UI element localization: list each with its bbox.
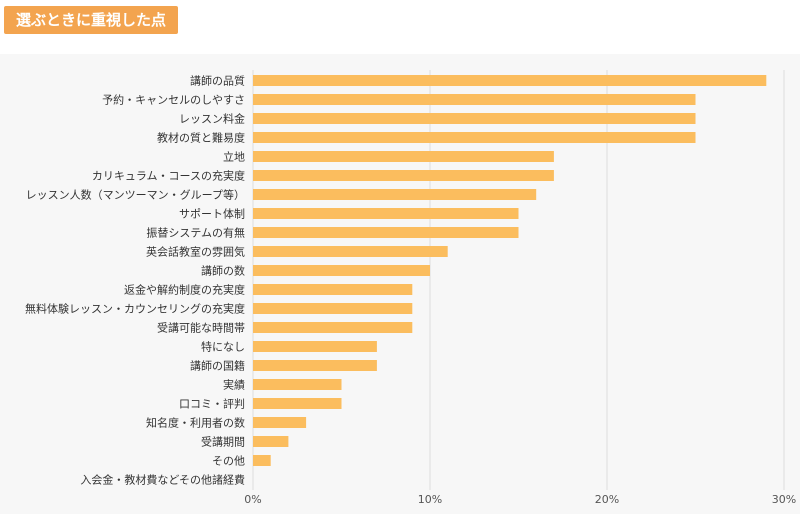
category-label-21: 入会金・教材費などその他諸経費 — [80, 473, 245, 487]
bar-19 — [253, 436, 289, 447]
category-label-4: 立地 — [223, 150, 245, 164]
category-label-18: 知名度・利用者の数 — [146, 416, 245, 430]
category-label-6: レッスン人数（マンツーマン・グループ等） — [26, 188, 245, 202]
bar-18 — [253, 417, 307, 428]
x-tick-label-3: 30% — [772, 493, 796, 506]
category-label-19: 受講期間 — [201, 435, 245, 449]
bar-9 — [253, 246, 448, 257]
category-label-5: カリキュラム・コースの充実度 — [92, 169, 245, 183]
bar-13 — [253, 322, 413, 333]
bar-12 — [253, 303, 413, 314]
category-label-16: 実績 — [223, 378, 245, 392]
bar-20 — [253, 455, 271, 466]
category-label-2: レッスン料金 — [179, 112, 245, 126]
category-label-20: その他 — [212, 455, 245, 468]
bar-17 — [253, 398, 342, 409]
category-label-8: 振替システムの有無 — [146, 226, 245, 240]
bar-1 — [253, 94, 696, 105]
category-label-17: 口コミ・評判 — [179, 397, 245, 411]
chart-title: 選ぶときに重視した点 — [4, 6, 179, 34]
bar-7 — [253, 208, 519, 219]
bar-4 — [253, 151, 554, 162]
bar-16 — [253, 379, 342, 390]
bar-3 — [253, 132, 696, 143]
category-label-1: 予約・キャンセルのしやすさ — [102, 93, 245, 107]
bar-6 — [253, 189, 537, 200]
category-label-7: サポート体制 — [179, 207, 245, 221]
bar-2 — [253, 113, 696, 124]
category-label-11: 返金や解約制度の充実度 — [124, 283, 245, 297]
bar-8 — [253, 227, 519, 238]
bar-10 — [253, 265, 430, 276]
category-label-3: 教材の質と難易度 — [157, 131, 245, 145]
category-label-9: 英会話教室の雰囲気 — [146, 245, 245, 259]
category-label-14: 特になし — [201, 340, 245, 354]
bar-15 — [253, 360, 377, 371]
x-tick-label-0: 0% — [244, 493, 261, 506]
x-tick-label-2: 20% — [595, 493, 619, 506]
category-label-12: 無料体験レッスン・カウンセリングの充実度 — [25, 302, 245, 316]
bar-5 — [253, 170, 554, 181]
x-tick-label-1: 10% — [418, 493, 442, 506]
bar-11 — [253, 284, 413, 295]
bar-14 — [253, 341, 377, 352]
bar-0 — [253, 75, 767, 86]
category-label-15: 講師の国籍 — [190, 359, 245, 373]
category-label-0: 講師の品質 — [190, 74, 245, 88]
category-label-10: 講師の数 — [201, 264, 245, 278]
category-label-13: 受講可能な時間帯 — [157, 321, 245, 335]
